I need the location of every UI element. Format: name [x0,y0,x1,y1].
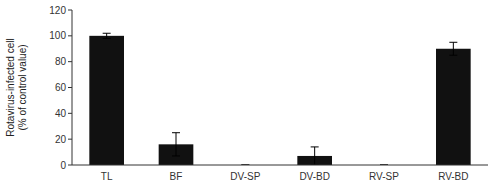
bar [89,36,124,165]
y-axis-label-line: Rotavirus-infected cell [5,38,16,136]
y-axis-label: Rotavirus-infected cell(% of control val… [5,38,28,136]
error-bar [103,33,111,38]
error-line [106,33,107,38]
y-tick [68,139,72,140]
error-bar [311,147,319,165]
error-bar [172,133,180,156]
y-tick [68,113,72,114]
y-tick-label: 80 [55,56,67,67]
error-line [453,42,454,55]
error-line [176,133,177,156]
y-tick [68,10,72,11]
error-line [314,147,315,165]
y-tick [68,35,72,36]
y-axis-label-line: (% of control value) [17,44,28,130]
x-tick-label: DV-SP [230,171,260,182]
error-cap [172,132,180,133]
y-tick-label: 120 [49,5,66,16]
y-tick-label: 100 [49,30,66,41]
y-tick [68,61,72,62]
x-tick-label: DV-BD [299,171,330,182]
y-tick-label: 60 [55,82,67,93]
error-cap [449,55,457,56]
error-bar [449,42,457,55]
error-cap [103,38,111,39]
x-tick-label: TL [101,171,113,182]
error-cap [172,155,180,156]
y-tick-label: 40 [55,108,67,119]
plot-area [89,33,470,165]
x-tick-label: BF [170,171,183,182]
x-axis [72,165,488,166]
x-tick-label: RV-SP [369,171,399,182]
error-cap [103,33,111,34]
y-tick [68,87,72,88]
y-tick [68,165,72,166]
bar [436,49,471,165]
chart: 0 20 40 60 80 100 120 TL BF DV-SP DV-BD RV-SP RV-BD R… [0,0,500,189]
error-cap [311,146,319,147]
x-tick-label: RV-BD [438,171,468,182]
y-tick-label: 20 [55,134,67,145]
y-tick-label: 0 [60,160,66,171]
error-cap [449,42,457,43]
